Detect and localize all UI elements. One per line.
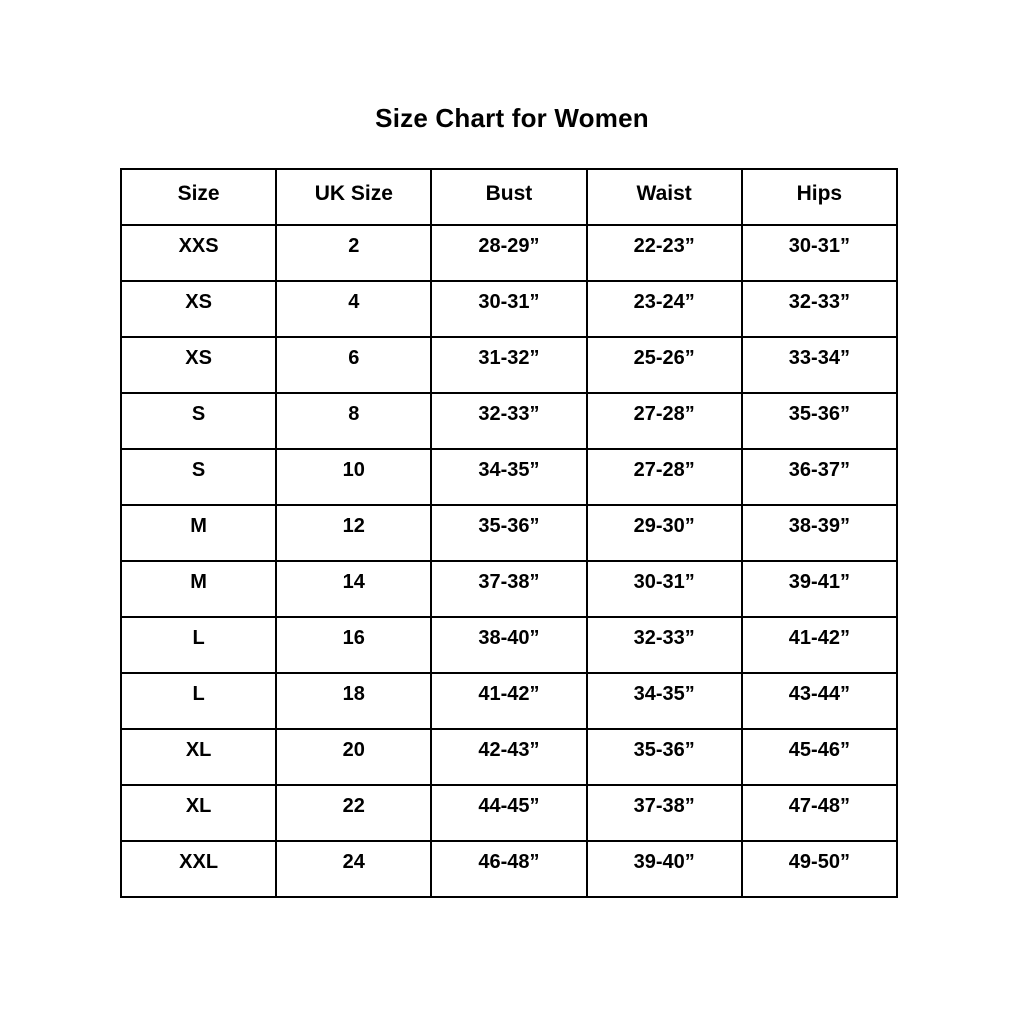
cell-size: XL bbox=[119, 784, 278, 842]
column-header-hips: Hips bbox=[740, 168, 899, 226]
cell-bust: 31-32” bbox=[430, 336, 588, 394]
table-row: M 14 37-38” 30-31” 39-41” bbox=[119, 560, 899, 618]
cell-uk-size: 2 bbox=[275, 224, 433, 282]
page-title: Size Chart for Women bbox=[375, 103, 649, 133]
cell-size: M bbox=[119, 504, 278, 562]
cell-uk-size: 22 bbox=[275, 784, 433, 842]
cell-hips: 41-42” bbox=[740, 616, 899, 674]
cell-size: XXL bbox=[119, 840, 278, 898]
table-row: L 16 38-40” 32-33” 41-42” bbox=[119, 616, 899, 674]
cell-uk-size: 12 bbox=[275, 504, 433, 562]
cell-hips: 47-48” bbox=[740, 784, 899, 842]
cell-size: M bbox=[119, 560, 278, 618]
cell-waist: 32-33” bbox=[585, 616, 743, 674]
cell-uk-size: 4 bbox=[275, 280, 433, 338]
cell-bust: 34-35” bbox=[430, 448, 588, 506]
cell-uk-size: 6 bbox=[275, 336, 433, 394]
table-row: XS 6 31-32” 25-26” 33-34” bbox=[119, 336, 899, 394]
table-header: Size UK Size Bust Waist Hips bbox=[119, 168, 899, 226]
cell-uk-size: 18 bbox=[275, 672, 433, 730]
cell-waist: 25-26” bbox=[585, 336, 743, 394]
table-row: M 12 35-36” 29-30” 38-39” bbox=[119, 504, 899, 562]
cell-hips: 43-44” bbox=[740, 672, 899, 730]
table-row: XXS 2 28-29” 22-23” 30-31” bbox=[119, 224, 899, 282]
cell-hips: 30-31” bbox=[740, 224, 899, 282]
cell-waist: 35-36” bbox=[585, 728, 743, 786]
cell-bust: 32-33” bbox=[430, 392, 588, 450]
cell-uk-size: 14 bbox=[275, 560, 433, 618]
header-row: Size UK Size Bust Waist Hips bbox=[119, 168, 899, 226]
cell-waist: 39-40” bbox=[585, 840, 743, 898]
column-header-bust: Bust bbox=[430, 168, 588, 226]
column-header-waist: Waist bbox=[585, 168, 743, 226]
cell-waist: 34-35” bbox=[585, 672, 743, 730]
cell-hips: 39-41” bbox=[740, 560, 899, 618]
cell-size: S bbox=[119, 448, 278, 506]
cell-uk-size: 16 bbox=[275, 616, 433, 674]
cell-waist: 23-24” bbox=[585, 280, 743, 338]
cell-bust: 42-43” bbox=[430, 728, 588, 786]
cell-size: S bbox=[119, 392, 278, 450]
cell-hips: 38-39” bbox=[740, 504, 899, 562]
cell-hips: 45-46” bbox=[740, 728, 899, 786]
cell-uk-size: 10 bbox=[275, 448, 433, 506]
cell-hips: 49-50” bbox=[740, 840, 899, 898]
cell-bust: 46-48” bbox=[430, 840, 588, 898]
cell-bust: 37-38” bbox=[430, 560, 588, 618]
table-body: XXS 2 28-29” 22-23” 30-31” XS 4 30-31” 23-24” 32-… bbox=[119, 224, 899, 898]
cell-hips: 32-33” bbox=[740, 280, 899, 338]
cell-hips: 33-34” bbox=[740, 336, 899, 394]
table-row: S 10 34-35” 27-28” 36-37” bbox=[119, 448, 899, 506]
cell-size: XL bbox=[119, 728, 278, 786]
cell-hips: 35-36” bbox=[740, 392, 899, 450]
cell-bust: 30-31” bbox=[430, 280, 588, 338]
cell-bust: 44-45” bbox=[430, 784, 588, 842]
table-row: XL 22 44-45” 37-38” 47-48” bbox=[119, 784, 899, 842]
cell-size: XS bbox=[119, 336, 278, 394]
cell-bust: 38-40” bbox=[430, 616, 588, 674]
cell-waist: 37-38” bbox=[585, 784, 743, 842]
cell-waist: 29-30” bbox=[585, 504, 743, 562]
cell-bust: 35-36” bbox=[430, 504, 588, 562]
cell-size: XS bbox=[119, 280, 278, 338]
table-row: XS 4 30-31” 23-24” 32-33” bbox=[119, 280, 899, 338]
cell-size: L bbox=[119, 616, 278, 674]
table-row: XL 20 42-43” 35-36” 45-46” bbox=[119, 728, 899, 786]
table-row: S 8 32-33” 27-28” 35-36” bbox=[119, 392, 899, 450]
cell-uk-size: 8 bbox=[275, 392, 433, 450]
cell-hips: 36-37” bbox=[740, 448, 899, 506]
cell-size: XXS bbox=[119, 224, 278, 282]
size-chart-table: Size UK Size Bust Waist Hips XXS 2 28-29” 2… bbox=[119, 168, 899, 898]
cell-waist: 30-31” bbox=[585, 560, 743, 618]
column-header-size: Size bbox=[119, 168, 278, 226]
cell-bust: 41-42” bbox=[430, 672, 588, 730]
table-row: XXL 24 46-48” 39-40” 49-50” bbox=[119, 840, 899, 898]
cell-waist: 27-28” bbox=[585, 448, 743, 506]
cell-bust: 28-29” bbox=[430, 224, 588, 282]
cell-uk-size: 24 bbox=[275, 840, 433, 898]
cell-size: L bbox=[119, 672, 278, 730]
table-row: L 18 41-42” 34-35” 43-44” bbox=[119, 672, 899, 730]
cell-waist: 22-23” bbox=[585, 224, 743, 282]
cell-uk-size: 20 bbox=[275, 728, 433, 786]
cell-waist: 27-28” bbox=[585, 392, 743, 450]
column-header-uk-size: UK Size bbox=[275, 168, 433, 226]
